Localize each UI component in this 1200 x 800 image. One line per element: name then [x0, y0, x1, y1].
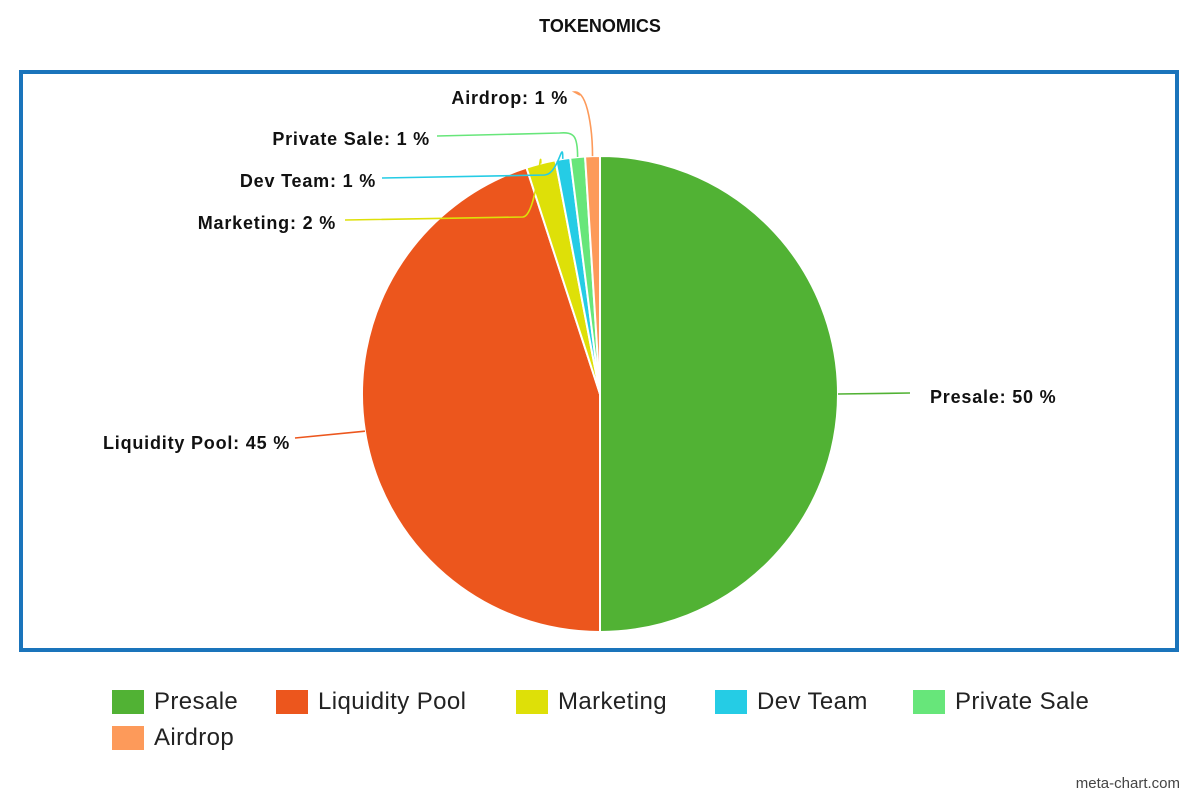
legend-label: Liquidity Pool [318, 688, 467, 715]
legend-swatch [913, 690, 945, 714]
legend-item-marketing: Marketing [516, 688, 667, 716]
legend-swatch [112, 726, 144, 750]
plot-frame [19, 70, 1179, 652]
pie-slice-liquidity-pool [361, 166, 601, 634]
legend-swatch [715, 690, 747, 714]
legend-item-airdrop: Airdrop [112, 724, 234, 752]
legend-swatch [112, 690, 144, 714]
leader-line-private-sale [436, 132, 579, 158]
legend-swatch [516, 690, 548, 714]
legend-label: Presale [154, 688, 239, 715]
legend-item-liquidity-pool: Liquidity Pool [276, 688, 466, 716]
slice-label-presale: Presale: 50 % [930, 387, 1056, 407]
leader-line-presale [837, 392, 911, 395]
leader-line-liquidity-pool [294, 430, 366, 439]
chart-title: TOKENOMICS [539, 16, 661, 36]
leader-line-airdrop [571, 91, 594, 157]
legend-label: Airdrop [154, 724, 235, 751]
legend-item-presale: Presale [112, 688, 238, 716]
pie-slice-presale [599, 154, 839, 634]
legend-swatch [276, 690, 308, 714]
slice-label-liquidity-pool: Liquidity Pool: 45 % [103, 433, 290, 453]
slice-label-dev-team: Dev Team: 1 % [240, 171, 376, 191]
leader-line-dev-team [381, 151, 564, 179]
pie-slice-airdrop [583, 154, 601, 395]
legend-item-dev-team: Dev Team [715, 688, 868, 716]
slice-label-private-sale: Private Sale: 1 % [272, 129, 430, 149]
legend-item-private-sale: Private Sale [913, 688, 1089, 716]
legend-label: Marketing [558, 688, 667, 715]
legend-label: Dev Team [757, 688, 868, 715]
watermark: meta-chart.com [1075, 775, 1180, 792]
legend-label: Private Sale [955, 688, 1090, 715]
leader-line-marketing [344, 158, 542, 221]
slice-label-airdrop: Airdrop: 1 % [451, 88, 568, 108]
slice-label-marketing: Marketing: 2 % [198, 213, 336, 233]
